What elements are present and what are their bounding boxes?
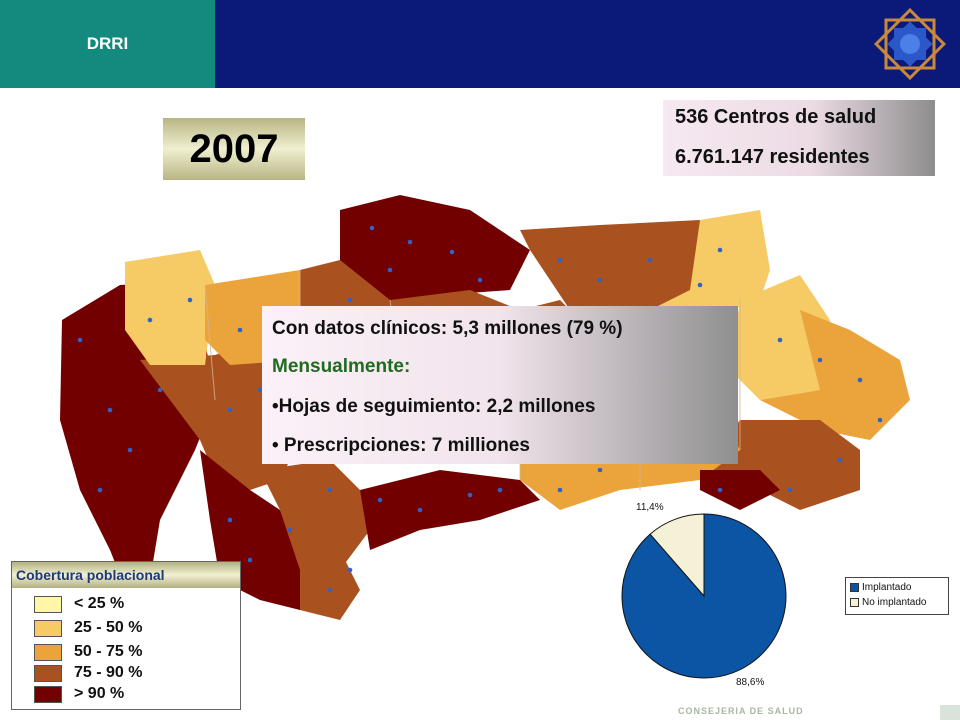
legend-item: 50 - 75 % [34,642,142,662]
info-box: Con datos clínicos: 5,3 millones (79 %) … [262,306,738,464]
legend-swatch-2 [34,643,62,661]
province-jaen-east [630,210,770,320]
legend-item: < 25 % [34,594,124,614]
province-sevilla [140,340,300,490]
header-tab-label: DRRI [86,34,129,53]
pie-legend-item: No implantado [850,597,926,608]
star-octagon-logo-icon [874,8,946,80]
legend-label: 25 - 50 % [74,619,143,636]
footer-text: CONSEJERIA DE SALUD [678,706,804,716]
pie-label-implantado: 88,6% [736,677,765,688]
pie-slice-no-implantado [649,513,705,598]
info-monthly: Mensualmente: [272,356,411,377]
legend-label: 75 - 90 % [74,664,143,681]
pie-legend-item: Implantado [850,582,911,593]
province-coast-east [700,470,780,510]
pie-legend: Implantado No implantado [845,577,949,615]
legend-swatch-3 [34,664,62,682]
province-cordoba-north [340,195,530,310]
header-tab: DRRI [0,0,215,88]
stats-centers: 536 Centros de salud [675,106,877,128]
implantation-pie-chart [621,513,787,679]
legend-swatch-4 [34,685,62,703]
legend-label: < 25 % [74,595,125,612]
legend-swatch-1 [34,619,62,637]
province-almeria-north [730,275,830,400]
corner-decoration [940,705,960,720]
legend-label: > 90 % [74,685,125,702]
legend-item: 75 - 90 % [34,663,142,683]
province-jaen [520,220,740,330]
info-sheets: •Hojas de seguimiento: 2,2 millones [272,396,596,417]
info-clinical: Con datos clínicos: 5,3 millones (79 %) [272,318,623,339]
province-south [300,550,360,620]
legend-title: Cobertura poblacional [12,562,240,588]
legend-label: 50 - 75 % [74,643,143,660]
pie-legend-swatch-0 [850,583,859,592]
coverage-legend: Cobertura poblacional < 25 % 25 - 50 % 5… [11,561,241,710]
legend-swatch-0 [34,595,62,613]
pie-label-no-implantado: 11,4% [636,502,664,513]
stats-box: 536 Centros de salud 6.761.147 residente… [663,100,935,176]
legend-item: > 90 % [34,684,124,704]
province-almeria [760,310,910,440]
province-north-west [125,250,215,365]
pie-legend-label: Implantado [862,582,912,593]
pie-legend-swatch-1 [850,598,859,607]
province-malaga-west [260,460,370,570]
province-malaga [360,470,540,550]
pie-legend-label: No implantado [862,597,927,608]
year-label: 2007 [163,118,305,180]
legend-item: 25 - 50 % [34,618,142,638]
stats-residents: 6.761.147 residentes [675,146,870,168]
info-prescriptions: • Prescripciones: 7 milliones [272,435,530,456]
